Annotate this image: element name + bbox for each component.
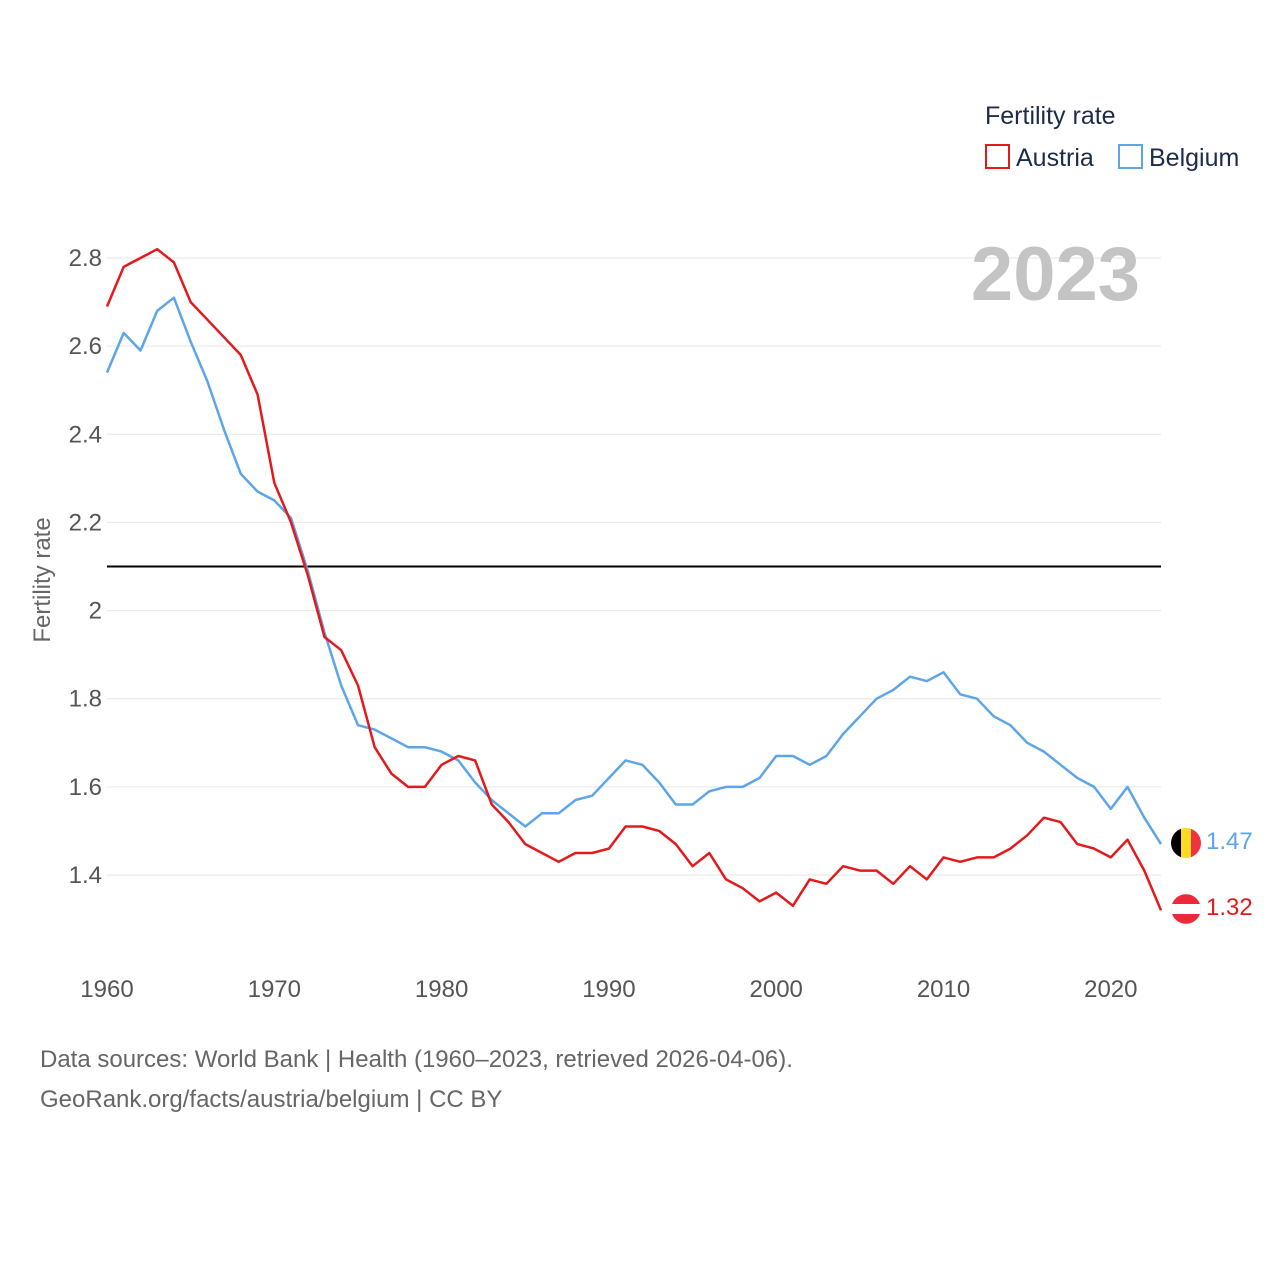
end-label-belgium: 1.47 bbox=[1206, 828, 1253, 855]
y-tick-label: 1.4 bbox=[69, 862, 102, 889]
legend: Fertility rate Austria Belgium bbox=[985, 102, 1239, 172]
x-tick-label: 2000 bbox=[750, 976, 803, 1003]
y-tick-label: 2.8 bbox=[69, 245, 102, 272]
x-tick-label: 2010 bbox=[917, 976, 970, 1003]
year-label: 2023 bbox=[971, 232, 1140, 317]
x-tick-label: 1970 bbox=[248, 976, 301, 1003]
y-axis: 1.4 1.6 1.8 2 2.2 2.4 2.6 2.8 bbox=[69, 245, 102, 889]
attribution-line: GeoRank.org/facts/austria/belgium | CC B… bbox=[40, 1086, 503, 1113]
series-lines bbox=[105, 247, 1163, 911]
series-line-austria[interactable] bbox=[105, 247, 1163, 911]
x-tick-label: 2020 bbox=[1084, 976, 1137, 1003]
y-tick-label: 2.4 bbox=[69, 421, 102, 448]
end-label-austria: 1.32 bbox=[1206, 894, 1253, 921]
y-tick-label: 2.2 bbox=[69, 509, 102, 536]
legend-label-belgium[interactable]: Belgium bbox=[1149, 144, 1239, 172]
x-tick-label: 1980 bbox=[415, 976, 468, 1003]
x-axis: 1960 1970 1980 1990 2000 2010 2020 bbox=[80, 976, 1137, 1003]
legend-swatch-austria[interactable] bbox=[985, 144, 1010, 169]
y-tick-label: 2 bbox=[89, 598, 102, 625]
source-line: Data sources: World Bank | Health (1960–… bbox=[40, 1046, 793, 1073]
y-tick-label: 1.6 bbox=[69, 774, 102, 801]
legend-label-austria[interactable]: Austria bbox=[1016, 144, 1094, 172]
x-tick-label: 1960 bbox=[80, 976, 133, 1003]
y-tick-label: 1.8 bbox=[69, 686, 102, 713]
legend-swatch-belgium[interactable] bbox=[1118, 144, 1143, 169]
y-axis-label: Fertility rate bbox=[29, 517, 56, 642]
grid bbox=[107, 257, 1161, 876]
x-tick-label: 1990 bbox=[582, 976, 635, 1003]
series-line-belgium[interactable] bbox=[105, 296, 1163, 845]
y-tick-label: 2.6 bbox=[69, 333, 102, 360]
legend-title: Fertility rate bbox=[985, 102, 1116, 130]
belgium-flag-icon bbox=[1171, 828, 1201, 858]
austria-flag-icon bbox=[1170, 893, 1202, 925]
